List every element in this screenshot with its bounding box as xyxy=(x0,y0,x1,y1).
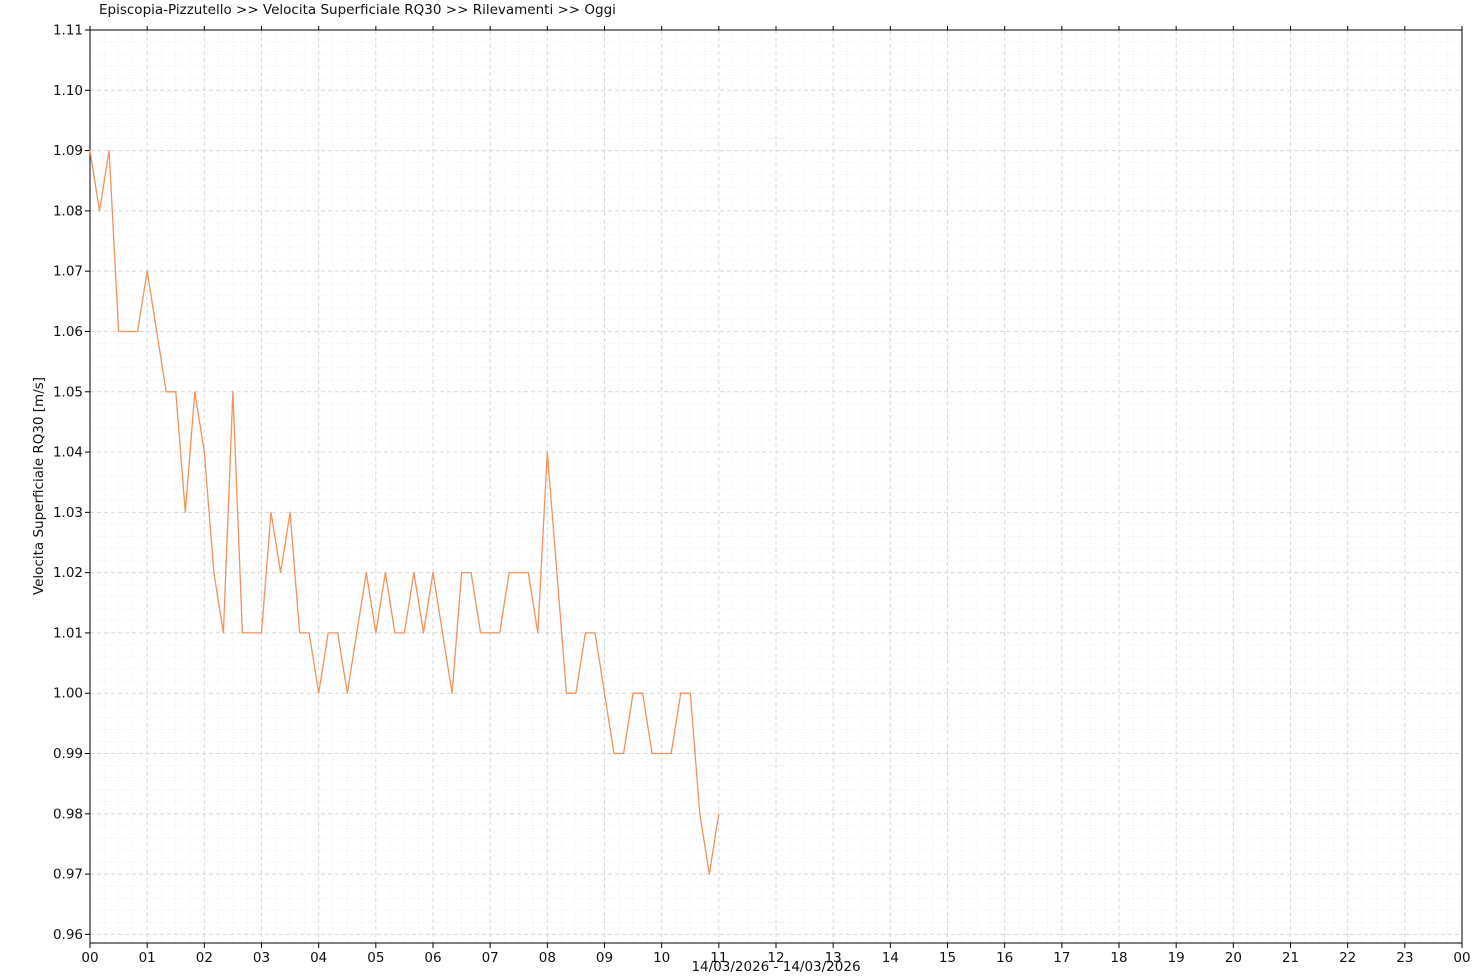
x-tick-label: 15 xyxy=(939,950,956,966)
x-tick-label: 23 xyxy=(1396,950,1413,966)
y-tick-label: 1.10 xyxy=(53,83,83,99)
y-tick-label: 1.04 xyxy=(53,445,83,461)
x-tick-label: 18 xyxy=(1110,950,1127,966)
y-tick-label: 0.98 xyxy=(53,806,83,822)
x-tick-label: 10 xyxy=(653,950,670,966)
x-tick-label: 19 xyxy=(1168,950,1185,966)
data-line xyxy=(89,149,720,875)
x-tick-label: 08 xyxy=(539,950,556,966)
y-tick-label: 1.08 xyxy=(53,203,83,219)
y-tick-label: 1.09 xyxy=(53,143,83,159)
x-tick-label: 03 xyxy=(253,950,270,966)
y-tick-label: 1.11 xyxy=(53,23,83,39)
y-tick-label: 1.01 xyxy=(53,625,83,641)
x-tick-label: 04 xyxy=(310,950,327,966)
y-tick-label: 1.07 xyxy=(53,264,83,280)
x-tick-label: 09 xyxy=(596,950,613,966)
y-tick-label: 1.03 xyxy=(53,505,83,521)
x-tick-label: 00 xyxy=(81,950,98,966)
x-tick-label: 12 xyxy=(767,950,784,966)
y-tick-label: 1.00 xyxy=(53,686,83,702)
x-tick-label: 21 xyxy=(1282,950,1299,966)
y-tick-label: 1.02 xyxy=(53,565,83,581)
x-tick-label: 01 xyxy=(139,950,156,966)
x-tick-label: 16 xyxy=(996,950,1013,966)
chart-title: Episcopia-Pizzutello >> Velocita Superfi… xyxy=(99,2,616,18)
x-tick-label: 00 xyxy=(1453,950,1470,966)
x-tick-label: 13 xyxy=(825,950,842,966)
x-axis-date-range: 14/03/2026 - 14/03/2026 xyxy=(691,959,861,975)
x-tick-label: 22 xyxy=(1339,950,1356,966)
y-tick-label: 1.06 xyxy=(53,324,83,340)
y-tick-label: 0.97 xyxy=(53,867,83,883)
x-tick-label: 14 xyxy=(882,950,899,966)
x-tick-label: 07 xyxy=(482,950,499,966)
x-tick-label: 17 xyxy=(1053,950,1070,966)
x-tick-label: 05 xyxy=(367,950,384,966)
y-axis-title: Velocita Superficiale RQ30 [m/s] xyxy=(31,376,47,596)
x-tick-label: 02 xyxy=(196,950,213,966)
x-tick-label: 20 xyxy=(1225,950,1242,966)
y-tick-label: 1.05 xyxy=(53,384,83,400)
x-tick-label: 06 xyxy=(424,950,441,966)
x-tick-label: 11 xyxy=(710,950,727,966)
y-tick-label: 0.96 xyxy=(53,927,83,943)
y-tick-label: 0.99 xyxy=(53,746,83,762)
